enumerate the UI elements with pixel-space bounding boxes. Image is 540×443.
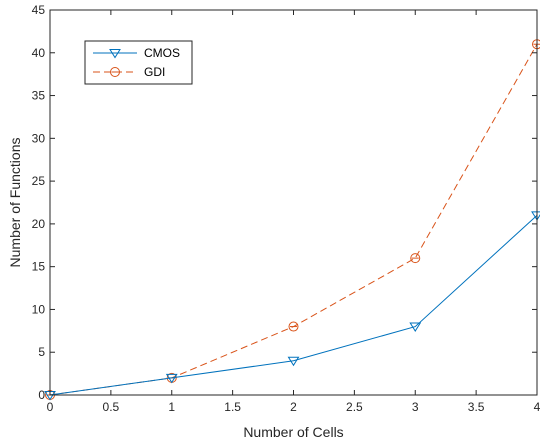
legend-marker-cmos (109, 49, 121, 59)
data-point-gdi-ring (288, 321, 299, 332)
legend-label-gdi: GDI (144, 65, 165, 79)
legend-items: CMOS GDI (93, 46, 180, 79)
y-tick-label: 25 (32, 174, 46, 188)
data-point-gdi (410, 253, 421, 264)
legend-box (84, 40, 193, 85)
x-tick-label: 2 (290, 400, 297, 414)
series-line-cmos (49, 214, 538, 396)
data-point-gdi-ring (410, 253, 421, 264)
data-point-cmos (287, 356, 300, 367)
x-tick-label: 2.5 (346, 400, 363, 414)
y-tick-label: 10 (32, 302, 46, 316)
y-tick-label: 15 (32, 260, 46, 274)
x-tick-label: 4 (534, 400, 540, 414)
y-tick-label: 45 (32, 3, 46, 17)
x-tick-label: 3 (412, 400, 419, 414)
data-point-cmos (409, 322, 422, 332)
x-tick-label: 1 (168, 400, 175, 414)
x-tick-label: 1.5 (224, 400, 241, 414)
x-tick-label: 0.5 (103, 400, 120, 414)
y-tick-label: 5 (38, 345, 45, 359)
x-tick-label: 3.5 (468, 400, 485, 414)
y-tick-label: 0 (38, 388, 45, 402)
y-axis-label: Number of Functions (7, 138, 23, 268)
legend-label-cmos: CMOS (144, 46, 180, 60)
x-axis-label: Number of Cells (243, 424, 343, 440)
legend: CMOS GDI (84, 40, 193, 85)
y-tick-label: 30 (32, 131, 46, 145)
data-point-gdi (288, 321, 299, 332)
y-tick-label: 40 (32, 46, 46, 60)
data-point-cmos (165, 373, 178, 384)
legend-marker-gdi (110, 67, 120, 77)
legend-marker-gdi-ring (110, 67, 120, 77)
x-tick-label: 0 (47, 400, 54, 414)
y-tick-label: 35 (32, 89, 46, 103)
y-tick-label: 20 (32, 217, 46, 231)
